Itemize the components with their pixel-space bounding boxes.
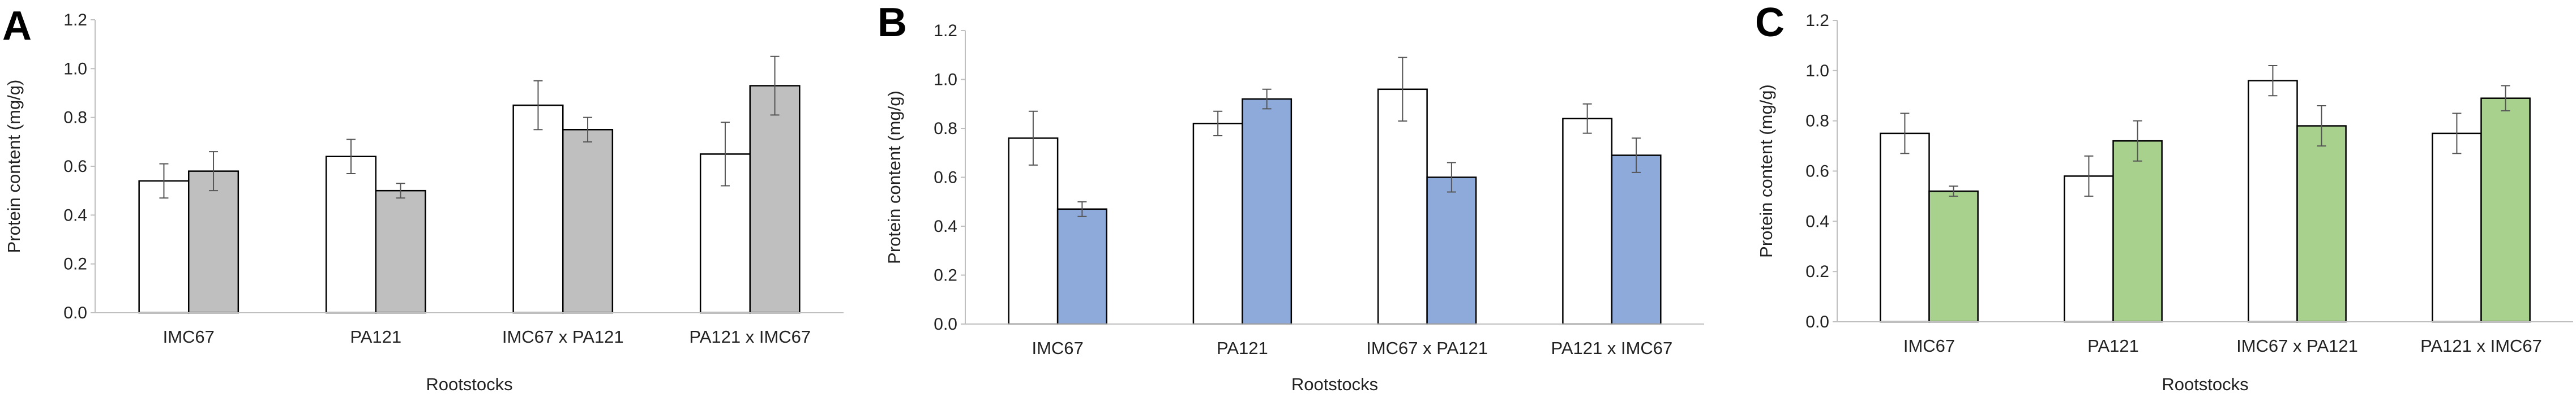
chart-1-bar	[1008, 137, 1059, 325]
chart-0-bar	[562, 129, 614, 314]
chart-2-y-tick-label: 1.2	[1805, 11, 1829, 30]
chart-0-category-label: PA121	[350, 327, 401, 347]
chart-2-bar	[1880, 132, 1930, 323]
chart-0-category-label: PA121 x IMC67	[689, 327, 811, 347]
chart-0-bar	[325, 156, 376, 314]
chart-panel-a: A 0.0 0.2 0.4 0.6 0.8 1.0 1.2 IMC67 PA121 IMC67 x …	[0, 0, 846, 397]
chart-1-bar	[1242, 98, 1293, 325]
chart-0-y-tick-label: 0.6	[63, 157, 87, 176]
chart-panel-c: C 0.0 0.2 0.4 0.6 0.8 1.0 1.2 IMC67 PA121 IMC67 x …	[1755, 0, 2576, 397]
chart-2-y-tick-label: 0.4	[1805, 212, 1829, 231]
chart-1-bar	[1562, 118, 1613, 325]
chart-2-category-label: PA121	[2087, 336, 2139, 356]
chart-0-category-label: IMC67 x PA121	[502, 327, 624, 347]
chart-2-x-axis-title: Rootstocks	[2162, 374, 2248, 394]
chart-2-panel-letter: C	[1755, 0, 1785, 45]
chart-0-bar	[749, 85, 801, 314]
chart-1-y-tick-label: 0.4	[934, 217, 957, 236]
chart-2-bar	[2296, 125, 2347, 323]
chart-1-y-tick-label: 0.2	[934, 266, 957, 285]
chart-1-panel-letter: B	[878, 0, 907, 45]
chart-1-category-label: IMC67 x PA121	[1366, 338, 1488, 358]
chart-0-bar	[138, 180, 190, 314]
chart-a-svg: A 0.0 0.2 0.4 0.6 0.8 1.0 1.2 IMC67 PA121 IMC67 x …	[2, 3, 844, 394]
chart-1-bar	[1377, 88, 1428, 325]
chart-2-y-tick-label: 1.0	[1805, 62, 1829, 80]
chart-1-y-axis-title: Protein content (mg/g)	[884, 90, 904, 264]
chart-0-panel-letter: A	[2, 3, 32, 49]
chart-0-y-tick-label: 0.2	[63, 255, 87, 274]
chart-1-category-label: PA121	[1217, 338, 1268, 358]
chart-1-y-tick-label: 0.0	[934, 315, 957, 334]
chart-0-y-tick-label: 1.0	[63, 59, 87, 78]
chart-1-y-tick-label: 1.2	[934, 21, 957, 40]
chart-2-bar	[2248, 80, 2298, 323]
chart-1-y-tick-label: 0.8	[934, 119, 957, 138]
chart-2-y-tick-label: 0.8	[1805, 112, 1829, 131]
chart-c-svg: C 0.0 0.2 0.4 0.6 0.8 1.0 1.2 IMC67 PA121 IMC67 x …	[1755, 0, 2573, 394]
chart-0-category-label: IMC67	[163, 327, 215, 347]
chart-1-y-tick-label: 1.0	[934, 71, 957, 89]
chart-b-svg: B 0.0 0.2 0.4 0.6 0.8 1.0 1.2 IMC67 PA121 IMC67 x …	[878, 0, 1704, 394]
chart-0-x-axis-title: Rootstocks	[426, 374, 512, 394]
chart-2-y-tick-label: 0.6	[1805, 162, 1829, 181]
chart-0-y-axis-title: Protein content (mg/g)	[4, 80, 24, 253]
chart-2-category-label: IMC67	[1903, 336, 1955, 356]
chart-1-bar	[1192, 123, 1243, 325]
chart-panel-b: B 0.0 0.2 0.4 0.6 0.8 1.0 1.2 IMC67 PA121 IMC67 x …	[878, 0, 1707, 397]
chart-1-bar	[1611, 154, 1662, 325]
chart-2-y-tick-label: 0.2	[1805, 262, 1829, 281]
chart-0-y-tick-label: 0.0	[63, 304, 87, 322]
chart-1-y-tick-label: 0.6	[934, 169, 957, 187]
chart-2-bar	[1928, 190, 1979, 323]
chart-0-y-tick-label: 0.4	[63, 206, 87, 225]
chart-1-bar	[1056, 208, 1107, 325]
chart-2-y-axis-title: Protein content (mg/g)	[1756, 84, 1776, 258]
chart-2-category-label: PA121 x IMC67	[2420, 336, 2542, 356]
chart-0-y-tick-label: 1.2	[63, 11, 87, 29]
chart-0-bar	[375, 189, 426, 314]
chart-1-category-label: IMC67	[1032, 338, 1083, 358]
chart-2-category-label: IMC67 x PA121	[2236, 336, 2358, 356]
chart-1-category-label: PA121 x IMC67	[1551, 338, 1672, 358]
chart-0-y-tick-label: 0.8	[63, 109, 87, 127]
chart-2-bar	[2064, 175, 2114, 323]
chart-0-bar	[512, 104, 564, 314]
chart-1-bar	[1426, 176, 1477, 325]
chart-2-bar	[2480, 97, 2531, 323]
chart-2-bar	[2432, 132, 2482, 323]
chart-2-bar	[2112, 140, 2163, 323]
chart-0-bar	[188, 170, 239, 314]
chart-1-x-axis-title: Rootstocks	[1291, 374, 1378, 394]
chart-2-y-tick-label: 0.0	[1805, 313, 1829, 331]
